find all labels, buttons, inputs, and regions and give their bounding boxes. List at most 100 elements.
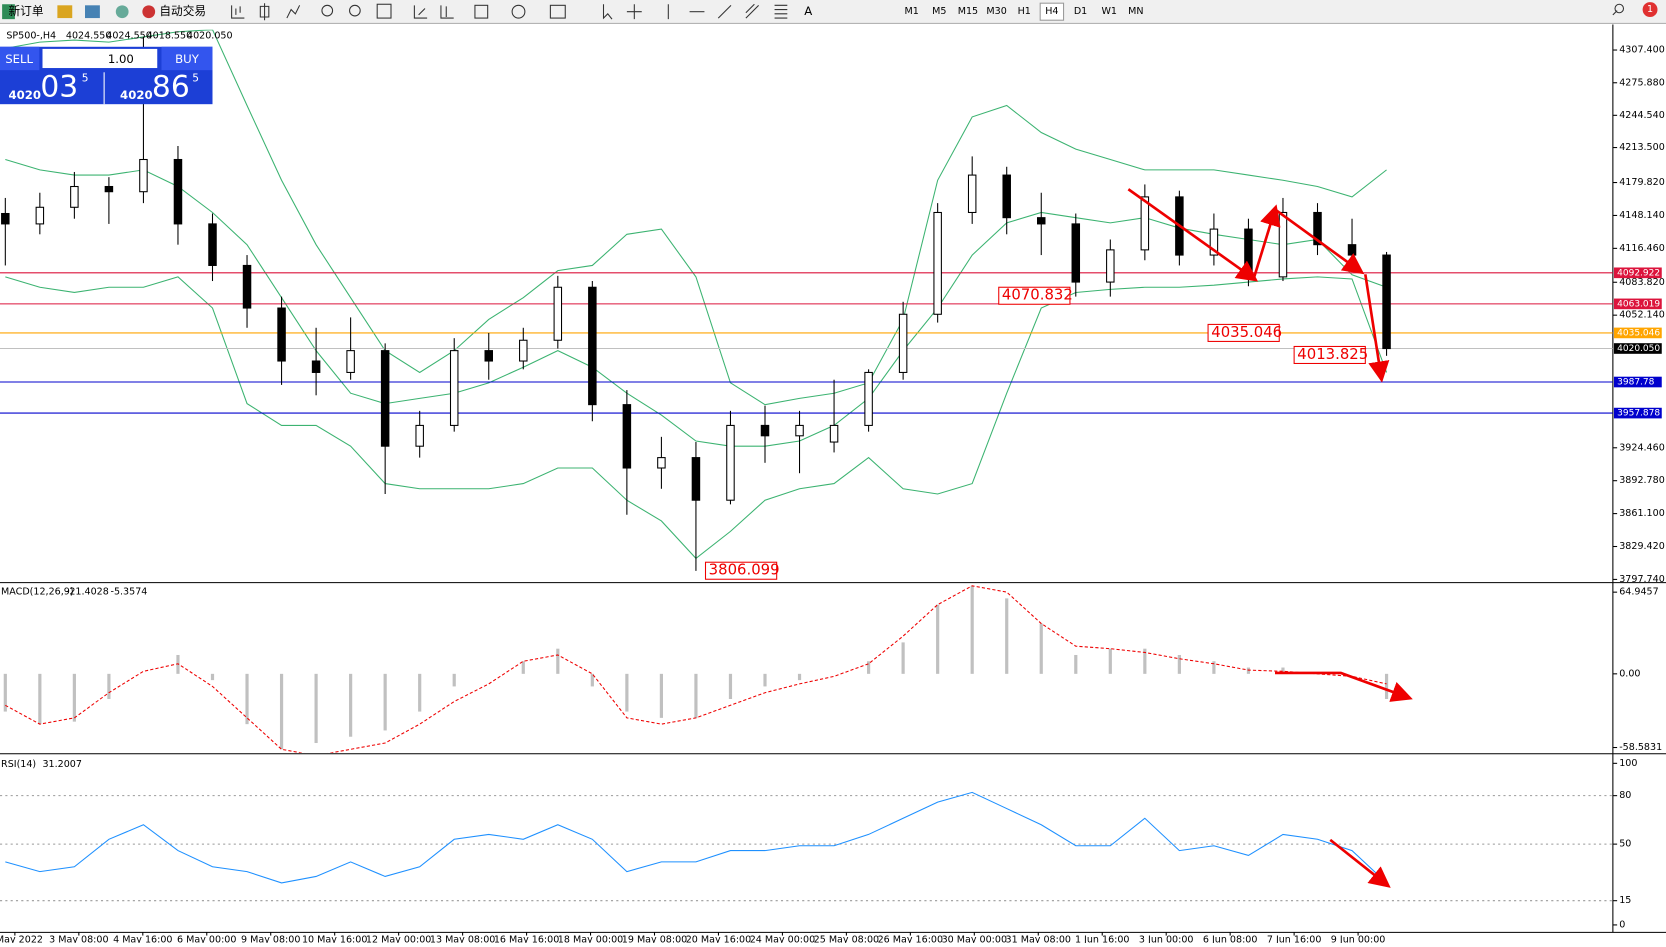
sell-price-point: 5: [82, 72, 89, 85]
y-tick-label: 100: [1619, 758, 1637, 769]
buy-price-pips: 86: [152, 70, 190, 105]
candle-body: [588, 286, 597, 406]
shift[interactable]: [413, 5, 428, 19]
buy-button[interactable]: [161, 46, 213, 71]
macd-bar: [210, 673, 215, 681]
indicators[interactable]: [474, 4, 489, 19]
y-tick-label: 4052.140: [1619, 310, 1665, 321]
zoom-in[interactable]: [321, 4, 334, 17]
lot-field[interactable]: [42, 48, 158, 69]
macd-bar: [763, 673, 767, 687]
sell-button[interactable]: [0, 46, 40, 71]
x-tick-label: 6 Jun 08:00: [1203, 934, 1258, 943]
notification-badge[interactable]: [1642, 2, 1658, 18]
candle-body: [1037, 217, 1046, 225]
arrow: [1363, 274, 1390, 383]
templates[interactable]: [549, 4, 566, 19]
y-tick-label: 4307.400: [1619, 45, 1665, 56]
timeframe-active: [1039, 2, 1065, 21]
macd-bar: [1143, 648, 1147, 674]
channel[interactable]: [745, 3, 760, 19]
y-tick-label: -58.5831: [1619, 742, 1662, 753]
macd-bar: [1074, 654, 1078, 674]
timeframe[interactable]: W1: [1101, 6, 1117, 17]
trend-arrows: [1127, 188, 1413, 888]
tool-icon[interactable]: [85, 5, 100, 19]
timeframe[interactable]: M15: [958, 6, 978, 17]
candle-body: [277, 307, 286, 362]
x-tick-label: 7 Jun 16:00: [1267, 934, 1322, 943]
rsi-value: 31.2007: [43, 759, 82, 770]
y-tick-label: 15: [1619, 895, 1631, 906]
candle-body: [553, 286, 563, 341]
annotation: 4013.825: [1297, 345, 1368, 363]
candle-body: [760, 424, 770, 437]
lot-value[interactable]: 1.00: [108, 52, 134, 66]
periods[interactable]: [511, 4, 526, 19]
candle-body: [829, 424, 839, 443]
auto-trading[interactable]: 自动交易: [159, 4, 206, 18]
arrow: [1127, 188, 1259, 282]
level-label-bg: [1613, 327, 1662, 339]
rsi-name: RSI(14): [1, 759, 36, 770]
candle-body: [1209, 228, 1219, 256]
new-order[interactable]: 新订单: [9, 4, 44, 18]
trendline[interactable]: [717, 4, 732, 19]
timeframe[interactable]: M5: [932, 6, 946, 17]
auto-trading-icon[interactable]: [142, 5, 156, 19]
level-label-bg: [1613, 343, 1662, 354]
x-tick-label: 12 May 00:00: [366, 934, 431, 943]
fibonacci[interactable]: [774, 4, 788, 19]
timeframe[interactable]: M30: [986, 6, 1006, 17]
tool-icon[interactable]: [57, 5, 73, 19]
candle-body: [70, 185, 79, 208]
macd-bar: [694, 673, 698, 718]
macd-bar: [659, 673, 663, 718]
candle-body: [795, 424, 804, 437]
timeframe[interactable]: H1: [1018, 6, 1031, 17]
trade-panel: SELL 1.00 BUY 4020 03 5 4020 86 5: [0, 46, 213, 105]
candle-body: [1244, 228, 1253, 278]
y-tick-label: 4083.820: [1619, 277, 1665, 288]
zoom-out[interactable]: [349, 4, 361, 17]
timeframe[interactable]: M1: [904, 6, 918, 17]
line-tool[interactable]: [286, 5, 301, 19]
y-tick-label: 64.9457: [1619, 587, 1658, 598]
level-label: 3987.78: [1617, 378, 1655, 388]
timeframe[interactable]: H4: [1045, 6, 1058, 17]
candle-body: [346, 350, 355, 373]
crosshair[interactable]: [626, 4, 642, 20]
timeframe[interactable]: D1: [1074, 6, 1087, 17]
ohlc-value: 4018.550: [147, 31, 193, 42]
candle-body: [208, 223, 217, 266]
macd-bar: [625, 673, 629, 712]
arrow: [1275, 671, 1413, 702]
macd-bar: [1384, 673, 1389, 699]
text-tool[interactable]: A: [804, 4, 812, 18]
tool-icon[interactable]: [115, 5, 129, 19]
y-tick-label: 4244.540: [1619, 110, 1665, 121]
new-order-icon[interactable]: [2, 4, 15, 20]
bar-chart-tool[interactable]: [231, 5, 245, 19]
ohlc-value: 4020.050: [187, 31, 233, 42]
candle-body: [1382, 254, 1391, 350]
sell-label[interactable]: SELL: [5, 52, 33, 66]
tile[interactable]: [376, 3, 392, 19]
candle-body: [311, 360, 321, 373]
y-tick-label: 3892.780: [1619, 475, 1665, 486]
candle-tool[interactable]: [259, 3, 270, 21]
level-label: 3957.878: [1617, 409, 1660, 419]
buy-label[interactable]: BUY: [175, 52, 200, 66]
cursor[interactable]: [602, 4, 613, 20]
macd-bar: [107, 673, 111, 699]
y-tick-label: 3861.100: [1619, 508, 1665, 519]
autoscroll[interactable]: [440, 5, 454, 19]
macd-bar: [1281, 667, 1285, 674]
candle-body: [242, 264, 252, 309]
x-tick-label: 25 May 08:00: [814, 934, 879, 943]
search[interactable]: [1612, 3, 1625, 16]
ohlc-value: 4024.550: [66, 31, 112, 42]
candle-body: [1140, 196, 1150, 251]
timeframe[interactable]: MN: [1128, 6, 1143, 17]
annotation: 3806.099: [709, 561, 780, 579]
